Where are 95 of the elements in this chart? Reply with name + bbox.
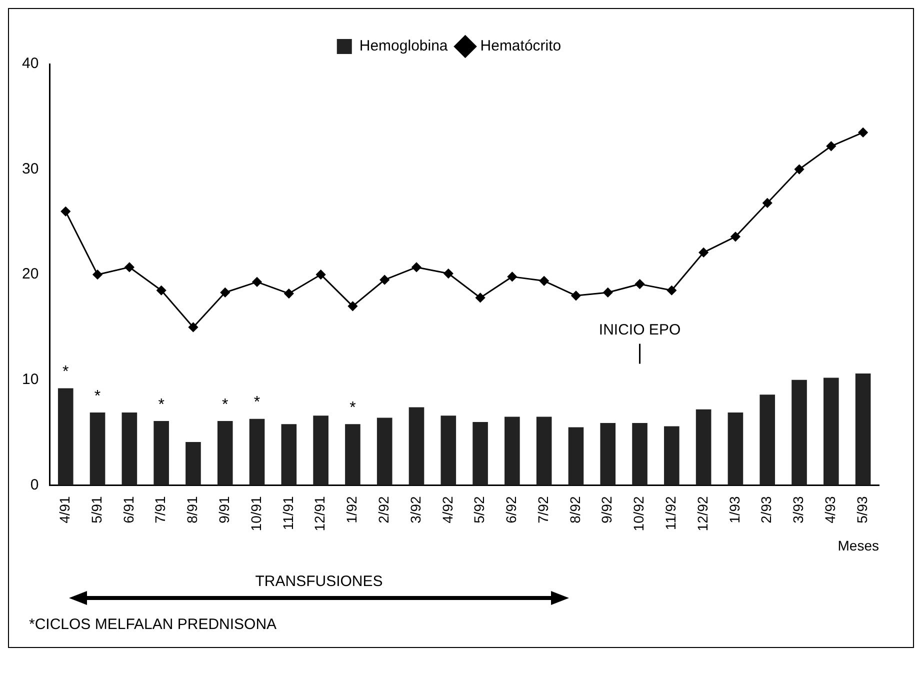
x-tick-label: 9/92 (598, 496, 615, 524)
x-tick-label: 5/93 (854, 496, 870, 524)
point (539, 276, 549, 286)
x-tick-label: 2/92 (375, 496, 392, 524)
legend-label: Hematócrito (480, 38, 562, 55)
bar (90, 412, 106, 486)
bar (313, 416, 328, 486)
bar (632, 423, 648, 486)
bar (824, 378, 839, 486)
x-tick-label: 12/91 (312, 496, 328, 532)
x-axis-title: Meses (838, 537, 879, 554)
bar (154, 420, 169, 486)
bar (217, 420, 233, 486)
point (476, 292, 486, 302)
bar (664, 426, 680, 486)
bar (504, 416, 520, 486)
bar (728, 412, 744, 486)
point (507, 272, 517, 282)
point (762, 198, 772, 208)
data-label: * (222, 396, 228, 414)
x-tick-label: 11/92 (662, 496, 679, 530)
ref-line-label: INICIO EPO (598, 321, 681, 338)
point (380, 275, 390, 285)
bar (600, 423, 616, 486)
y-tick-label: 30 (22, 160, 39, 178)
point (348, 301, 358, 311)
point (92, 270, 102, 280)
point (826, 141, 836, 151)
bar (696, 409, 712, 486)
y-tick-label: 10 (22, 371, 39, 388)
x-tick-label: 5/92 (471, 496, 488, 524)
point (188, 322, 198, 332)
x-tick-label: 3/93 (790, 496, 806, 524)
bar (440, 416, 456, 486)
point (858, 128, 868, 138)
point (794, 164, 804, 174)
x-tick-label: 1/93 (726, 496, 742, 524)
point (571, 290, 581, 300)
point (412, 262, 422, 272)
x-tick-label: 4/93 (822, 496, 838, 524)
y-tick-label: 0 (30, 476, 39, 494)
bar (760, 394, 776, 486)
x-tick-label: 12/92 (694, 496, 710, 532)
x-tick-label: 1/92 (344, 496, 360, 524)
point (252, 277, 262, 287)
x-tick-label: 8/91 (184, 496, 200, 524)
text: TRANSFUSIONES (255, 573, 383, 590)
bar (792, 380, 807, 486)
x-tick-label: 2/93 (758, 496, 774, 524)
x-tick-label: 10/91 (248, 496, 264, 532)
point (730, 232, 740, 242)
x-tick-label: 7/92 (534, 496, 551, 524)
point (124, 262, 134, 272)
y-tick-label: 40 (22, 55, 39, 72)
bar (186, 442, 201, 486)
point (603, 288, 613, 298)
data-label: * (350, 400, 356, 417)
point (316, 270, 326, 280)
bar (536, 416, 552, 486)
bar (408, 407, 424, 486)
point (635, 279, 645, 289)
bar (281, 424, 297, 486)
point (60, 206, 70, 216)
data-label: * (254, 394, 260, 412)
x-tick-label: 8/92 (566, 496, 583, 524)
data-label: * (94, 388, 101, 405)
point (698, 248, 708, 258)
point (156, 286, 166, 296)
bar (568, 427, 584, 486)
bar (249, 418, 265, 486)
bar (345, 424, 360, 486)
point (220, 288, 230, 298)
bar (58, 388, 74, 486)
x-tick-label: 11/91 (280, 496, 296, 530)
x-tick-label: 4/91 (56, 496, 72, 524)
bar (122, 412, 138, 486)
x-tick-label: 3/92 (407, 496, 424, 524)
x-tick-label: 10/92 (630, 496, 647, 532)
x-tick-label: 6/92 (503, 496, 520, 524)
x-tick-label: 7/91 (152, 496, 168, 524)
point (444, 268, 454, 278)
x-tick-label: 4/92 (439, 496, 456, 524)
legend-label: Hemoglobina (359, 38, 448, 55)
bar (472, 422, 488, 486)
text: *CICLOS MELFALAN PREDNISONA (29, 616, 277, 633)
bar (855, 374, 871, 486)
point (666, 286, 676, 296)
bar (376, 418, 392, 486)
point (284, 288, 294, 298)
y-tick-label: 20 (22, 266, 39, 283)
x-tick-label: 6/91 (120, 496, 136, 524)
x-tick-label: 5/91 (88, 496, 104, 524)
x-tick-label: 9/91 (216, 496, 232, 524)
data-label: * (62, 364, 69, 381)
data-label: * (158, 396, 164, 414)
